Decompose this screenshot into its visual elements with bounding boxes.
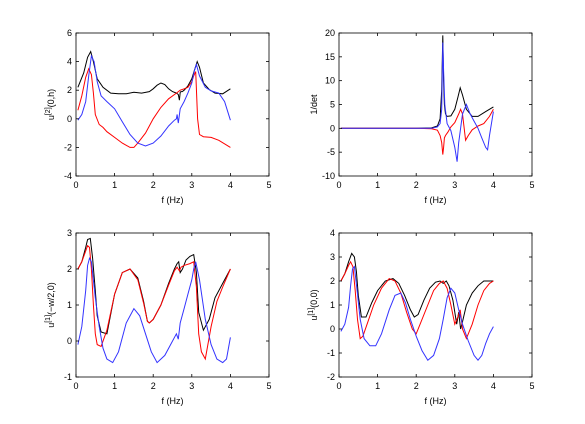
series-line-3	[340, 42, 494, 162]
y-tick-label: 15	[325, 52, 335, 62]
y-tick-label: 0	[330, 324, 335, 334]
y-tick-label: 6	[67, 28, 72, 38]
chart-panel-2: 0 1 2 3 4 5 -10 -5 0 5 10 15 20 f (Hz) 1/det	[309, 28, 535, 205]
y-tick-label: 4	[67, 57, 72, 67]
x-tick-label: 4	[491, 381, 496, 391]
y-axis-label: u[1](−w/2,0)	[45, 282, 56, 328]
chart-panel-4: 0 1 2 3 4 5 -2 -1 0 1 2 3 4 f (Hz) u[1](0,0)	[308, 228, 535, 406]
axes-frame	[75, 232, 270, 378]
y-tick-label: 4	[330, 228, 335, 238]
x-tick-label: 5	[529, 180, 534, 190]
x-axis-label: f (Hz)	[425, 396, 447, 406]
y-tick-label: -4	[64, 171, 72, 181]
y-tick-label: 5	[330, 100, 335, 110]
y-tick-label: 0	[67, 336, 72, 346]
x-tick-label: 1	[112, 381, 117, 391]
y-tick-label: -2	[64, 142, 72, 152]
x-tick-label: 2	[414, 180, 419, 190]
axes-frame	[338, 232, 533, 378]
x-tick-label: 2	[151, 381, 156, 391]
series-line-3	[340, 265, 494, 361]
y-tick-label: 1	[330, 300, 335, 310]
axes-frame	[75, 32, 270, 177]
x-tick-label: 1	[375, 381, 380, 391]
x-tick-label: 1	[375, 180, 380, 190]
y-tick-label: 0	[67, 114, 72, 124]
y-tick-label: 3	[67, 228, 72, 238]
x-tick-label: 2	[414, 381, 419, 391]
x-axis-label: f (Hz)	[162, 195, 184, 205]
x-tick-label: 0	[73, 180, 78, 190]
x-tick-label: 0	[336, 381, 341, 391]
series-line-2	[77, 244, 231, 361]
x-axis-label: f (Hz)	[162, 396, 184, 406]
y-tick-label: 3	[330, 252, 335, 262]
x-tick-label: 3	[189, 381, 194, 391]
y-tick-label: -10	[322, 171, 335, 181]
y-axis-label: u[2](0,h)	[45, 89, 56, 120]
y-tick-label: 20	[325, 28, 335, 38]
series-line-2	[77, 67, 231, 148]
y-axis-label: 1/det	[309, 94, 319, 115]
y-tick-label: 2	[330, 276, 335, 286]
y-tick-label: -1	[327, 348, 335, 358]
series-line-2	[340, 260, 494, 340]
y-tick-label: 10	[325, 76, 335, 86]
x-tick-label: 4	[491, 180, 496, 190]
x-tick-label: 0	[336, 180, 341, 190]
y-tick-label: -2	[327, 372, 335, 382]
series-line-1	[77, 50, 231, 101]
x-tick-label: 3	[189, 180, 194, 190]
x-tick-label: 4	[228, 180, 233, 190]
x-tick-label: 5	[266, 180, 271, 190]
x-tick-label: 5	[529, 381, 534, 391]
x-tick-label: 3	[452, 180, 457, 190]
chart-panel-1: 0 1 2 3 4 5 -4 -2 0 2 4 6 f (Hz) u[2](0,h)	[45, 28, 272, 205]
axes-frame	[338, 32, 533, 177]
y-tick-label: -5	[327, 147, 335, 157]
x-tick-label: 2	[151, 180, 156, 190]
series-line-3	[77, 54, 231, 147]
series-line-3	[77, 256, 231, 364]
x-tick-label: 4	[228, 381, 233, 391]
x-tick-label: 0	[73, 381, 78, 391]
x-axis-label: f (Hz)	[425, 195, 447, 205]
x-tick-label: 3	[452, 381, 457, 391]
x-tick-label: 1	[112, 180, 117, 190]
y-tick-label: 2	[67, 85, 72, 95]
x-tick-label: 5	[266, 381, 271, 391]
series-line-2	[340, 107, 494, 155]
series-line-1	[340, 252, 494, 330]
y-axis-label: u[1](0,0)	[308, 289, 319, 320]
y-tick-label: 0	[330, 123, 335, 133]
y-tick-label: 2	[67, 264, 72, 274]
y-tick-label: 1	[67, 300, 72, 310]
y-tick-label: -1	[64, 372, 72, 382]
